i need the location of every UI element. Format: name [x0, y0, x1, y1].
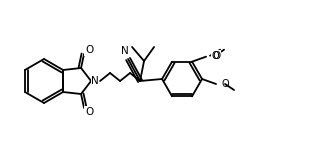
Text: O: O [212, 51, 220, 61]
Text: O: O [221, 79, 229, 89]
Text: O: O [211, 51, 219, 61]
Text: O: O [85, 107, 93, 117]
Text: O: O [85, 45, 93, 55]
Text: N: N [91, 76, 99, 86]
Text: N: N [121, 46, 129, 56]
